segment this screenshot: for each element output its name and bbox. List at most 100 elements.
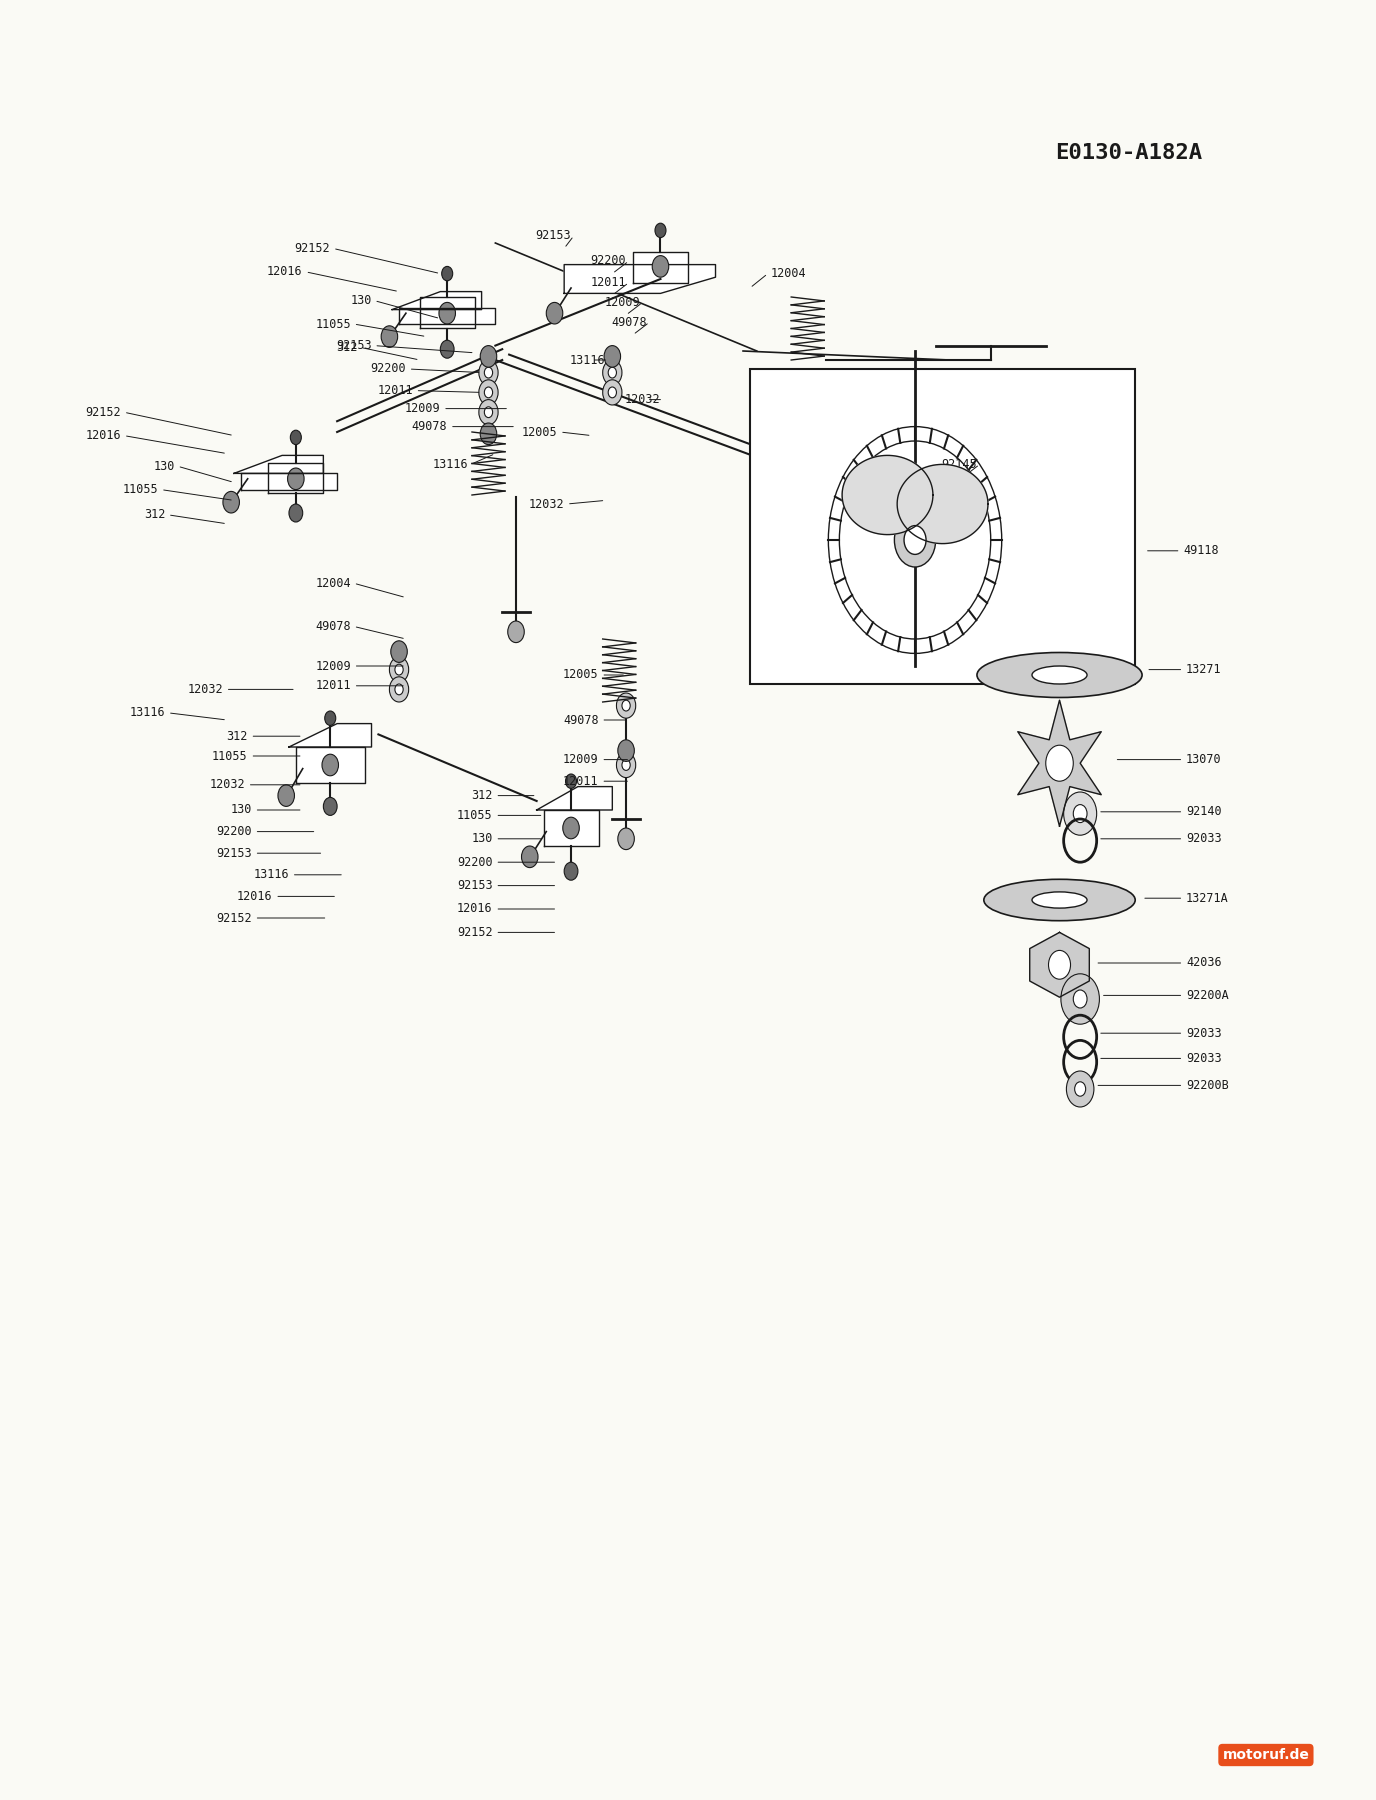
- Text: 92152: 92152: [85, 405, 121, 419]
- Circle shape: [484, 367, 493, 378]
- Circle shape: [479, 400, 498, 425]
- Text: 13070: 13070: [1186, 752, 1222, 767]
- Text: 92153: 92153: [535, 229, 571, 243]
- Text: 49078: 49078: [611, 315, 647, 329]
- Circle shape: [566, 774, 577, 788]
- Text: 49078: 49078: [563, 713, 599, 727]
- Circle shape: [278, 785, 294, 806]
- Circle shape: [480, 346, 497, 367]
- Circle shape: [389, 677, 409, 702]
- Circle shape: [652, 256, 669, 277]
- Circle shape: [1049, 950, 1071, 979]
- Text: 92200: 92200: [216, 824, 252, 839]
- Circle shape: [1064, 792, 1097, 835]
- Text: 92200B: 92200B: [1186, 1078, 1229, 1093]
- Text: 12009: 12009: [405, 401, 440, 416]
- Text: 12032: 12032: [528, 497, 564, 511]
- Circle shape: [323, 797, 337, 815]
- Circle shape: [1061, 974, 1099, 1024]
- Polygon shape: [1029, 932, 1090, 997]
- Text: 92033: 92033: [1186, 1026, 1222, 1040]
- Text: 92152: 92152: [457, 925, 493, 940]
- Text: 12011: 12011: [590, 275, 626, 290]
- Circle shape: [479, 360, 498, 385]
- Text: motoruf.de: motoruf.de: [1222, 1748, 1310, 1762]
- Circle shape: [608, 367, 616, 378]
- Text: 92200: 92200: [457, 855, 493, 869]
- Circle shape: [894, 513, 936, 567]
- Polygon shape: [1018, 700, 1101, 826]
- Text: 12009: 12009: [315, 659, 351, 673]
- Circle shape: [622, 760, 630, 770]
- Circle shape: [288, 468, 304, 490]
- Text: 92153: 92153: [336, 338, 372, 353]
- Text: 12005: 12005: [522, 425, 557, 439]
- Circle shape: [563, 817, 579, 839]
- Text: 92152: 92152: [294, 241, 330, 256]
- Polygon shape: [392, 292, 482, 310]
- Text: 12032: 12032: [209, 778, 245, 792]
- Text: 92200: 92200: [370, 362, 406, 376]
- Circle shape: [618, 740, 634, 761]
- Text: 49078: 49078: [411, 419, 447, 434]
- Text: 92152: 92152: [216, 911, 252, 925]
- Text: 12016: 12016: [85, 428, 121, 443]
- Text: 13271A: 13271A: [1186, 891, 1229, 905]
- Text: 49118: 49118: [1183, 544, 1219, 558]
- Circle shape: [1066, 1071, 1094, 1107]
- Text: 12009: 12009: [563, 752, 599, 767]
- Text: 312: 312: [336, 340, 358, 355]
- Text: 92153: 92153: [216, 846, 252, 860]
- Polygon shape: [420, 297, 475, 328]
- Circle shape: [604, 346, 621, 367]
- Text: 130: 130: [230, 803, 252, 817]
- Text: E0130-A182A: E0130-A182A: [1055, 142, 1201, 164]
- Text: 12032: 12032: [187, 682, 223, 697]
- Text: 11055: 11055: [315, 317, 351, 331]
- Text: 12016: 12016: [457, 902, 493, 916]
- Polygon shape: [842, 455, 933, 535]
- Circle shape: [616, 752, 636, 778]
- Circle shape: [1073, 805, 1087, 823]
- Circle shape: [395, 664, 403, 675]
- Polygon shape: [296, 747, 365, 783]
- Text: 13116: 13116: [129, 706, 165, 720]
- Circle shape: [391, 641, 407, 662]
- Circle shape: [522, 846, 538, 868]
- Circle shape: [479, 380, 498, 405]
- Polygon shape: [544, 810, 599, 846]
- Text: 92200: 92200: [590, 254, 626, 268]
- Text: 11055: 11055: [212, 749, 248, 763]
- Text: 12004: 12004: [771, 266, 806, 281]
- Text: 12005: 12005: [563, 668, 599, 682]
- Circle shape: [289, 504, 303, 522]
- Circle shape: [484, 387, 493, 398]
- Circle shape: [389, 657, 409, 682]
- Text: 12011: 12011: [315, 679, 351, 693]
- Polygon shape: [289, 724, 372, 747]
- Text: 12011: 12011: [377, 383, 413, 398]
- Polygon shape: [897, 464, 988, 544]
- Text: 92033: 92033: [1186, 1051, 1222, 1066]
- Text: 312: 312: [143, 508, 165, 522]
- Text: 92033: 92033: [1186, 832, 1222, 846]
- Text: 12009: 12009: [604, 295, 640, 310]
- Text: 130: 130: [350, 293, 372, 308]
- Polygon shape: [234, 455, 323, 473]
- Text: 12016: 12016: [267, 265, 303, 279]
- Ellipse shape: [984, 878, 1135, 922]
- Circle shape: [655, 223, 666, 238]
- Polygon shape: [241, 473, 337, 490]
- Ellipse shape: [1032, 891, 1087, 907]
- Circle shape: [564, 862, 578, 880]
- Polygon shape: [537, 787, 612, 810]
- Circle shape: [1075, 1082, 1086, 1096]
- Circle shape: [223, 491, 239, 513]
- Ellipse shape: [1032, 666, 1087, 684]
- Polygon shape: [564, 265, 716, 293]
- Text: 12016: 12016: [237, 889, 272, 904]
- Circle shape: [508, 621, 524, 643]
- Text: 130: 130: [471, 832, 493, 846]
- Circle shape: [1073, 990, 1087, 1008]
- Text: 13271: 13271: [1186, 662, 1222, 677]
